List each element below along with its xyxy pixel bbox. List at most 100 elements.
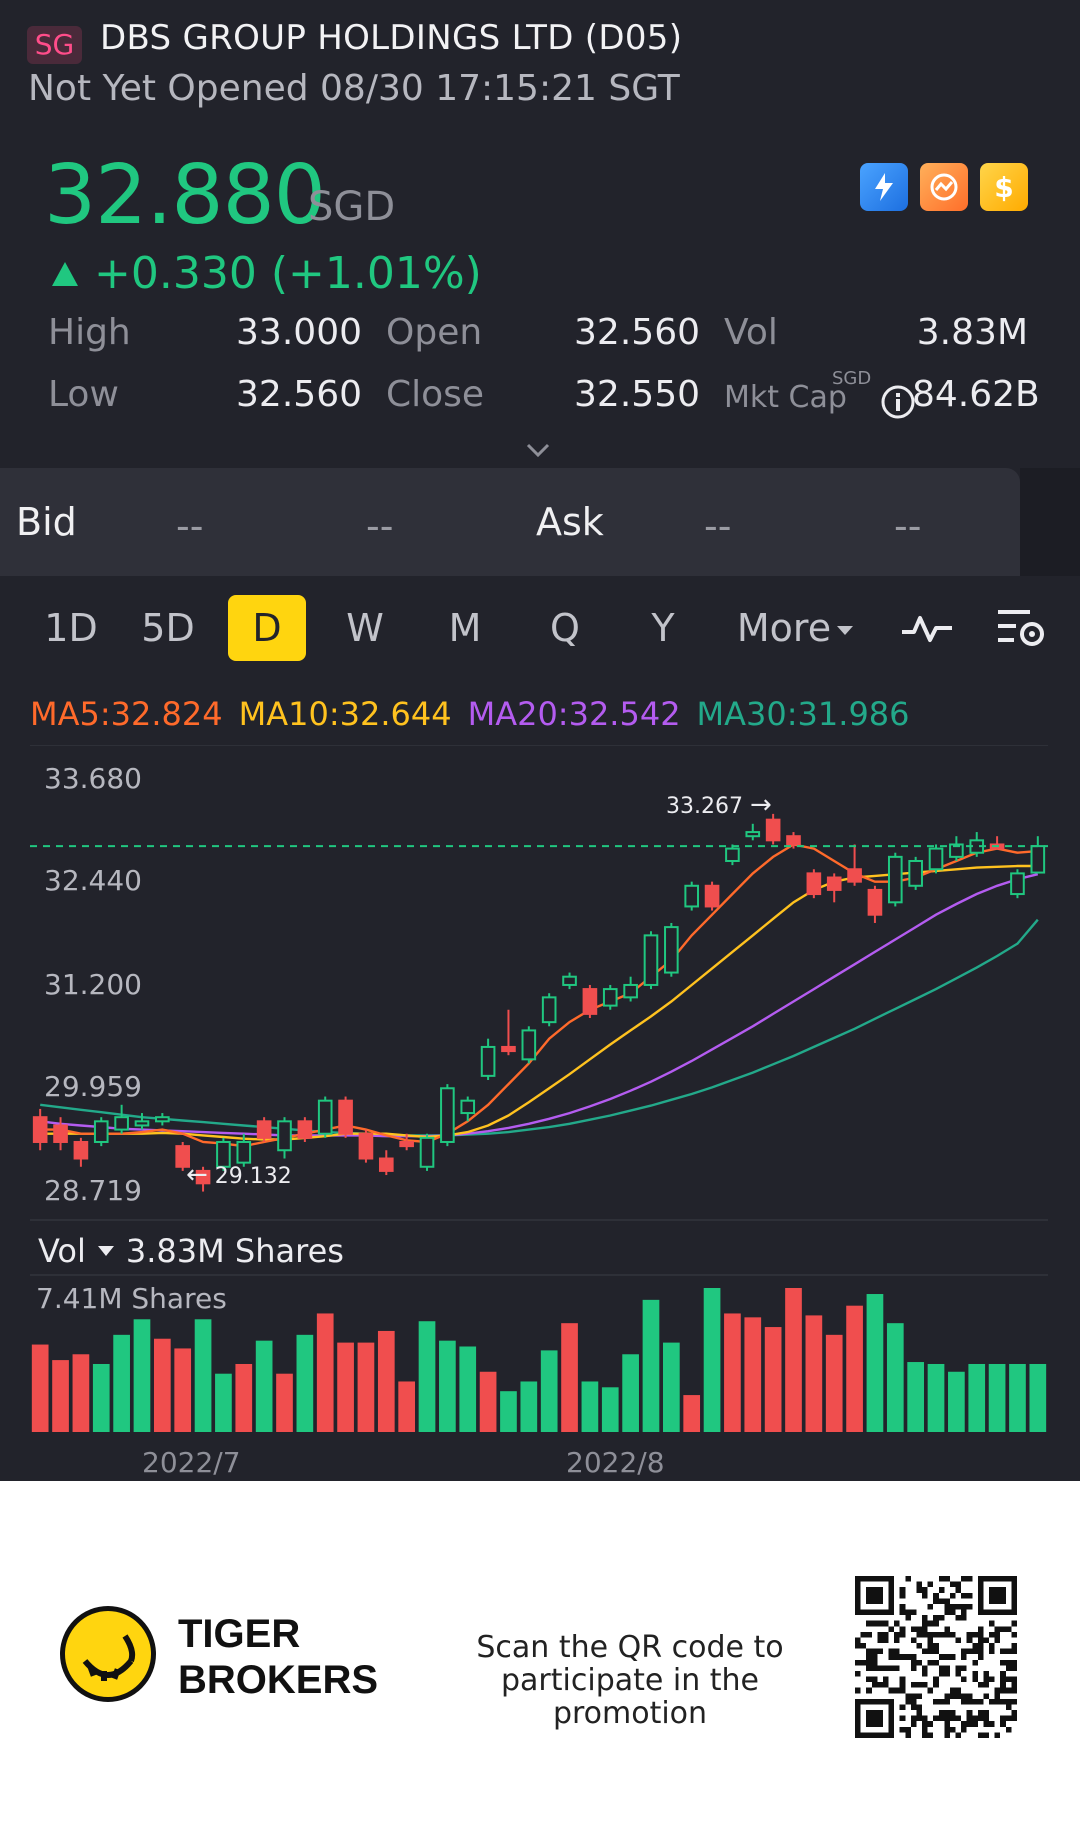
bid-price: -- <box>176 504 204 548</box>
qr-module <box>1005 1715 1012 1722</box>
qr-module <box>927 1659 934 1666</box>
stock-name[interactable]: DBS GROUP HOLDINGS LTD (D05) <box>100 18 683 58</box>
qr-module <box>955 1693 962 1699</box>
volume-bar <box>846 1305 863 1432</box>
bid-ask-bar[interactable]: Bid -- -- Ask -- -- <box>0 468 1020 576</box>
qr-module <box>933 1648 939 1655</box>
volume-selector[interactable]: Vol 3.83M Shares <box>38 1232 344 1270</box>
qr-module <box>955 1665 962 1671</box>
qr-module <box>922 1587 928 1593</box>
candle <box>786 835 801 846</box>
tab-week[interactable]: W <box>346 606 384 650</box>
qr-module <box>938 1665 945 1671</box>
qr-module <box>944 1721 950 1727</box>
arrow-right-icon: → <box>749 790 772 820</box>
x-label-aug: 2022/8 <box>566 1446 665 1479</box>
open-value: 32.560 <box>574 312 700 353</box>
qr-module <box>983 1732 990 1738</box>
qr-module <box>972 1698 978 1705</box>
qr-module <box>910 1626 917 1632</box>
qr-module <box>871 1659 878 1666</box>
qr-module <box>899 1687 906 1694</box>
tab-year[interactable]: Y <box>651 606 675 650</box>
volume-bar <box>988 1363 1006 1432</box>
volume-max-label: 7.41M Shares <box>36 1282 227 1315</box>
qr-module <box>1000 1648 1006 1655</box>
qr-module <box>860 1643 867 1649</box>
qr-module <box>894 1654 900 1660</box>
qr-module <box>927 1732 934 1738</box>
qr-module <box>1000 1659 1006 1666</box>
candle <box>623 983 638 999</box>
volume-bar <box>31 1344 49 1432</box>
qr-module <box>1005 1648 1012 1655</box>
qr-module <box>1011 1687 1017 1694</box>
candle <box>317 1099 333 1135</box>
info-icon[interactable] <box>880 384 916 420</box>
qr-module <box>972 1676 978 1683</box>
qr-module <box>894 1620 900 1627</box>
brand-line-2: BROKERS <box>178 1658 379 1702</box>
qr-module <box>905 1609 911 1616</box>
qr-module <box>866 1587 883 1604</box>
qr-module <box>955 1603 962 1610</box>
qr-module <box>961 1603 967 1610</box>
qr-module <box>966 1592 973 1599</box>
volume-bar <box>642 1299 660 1432</box>
qr-module <box>927 1620 934 1627</box>
qr-module <box>944 1710 950 1716</box>
qr-module <box>910 1693 917 1699</box>
tab-1d[interactable]: 1D <box>44 606 98 650</box>
qr-module <box>989 1587 1006 1604</box>
qr-module <box>977 1631 984 1638</box>
qr-module <box>894 1631 900 1638</box>
qr-module <box>927 1648 934 1655</box>
candle <box>419 1136 435 1168</box>
qr-module <box>933 1643 939 1649</box>
tab-quarter[interactable]: Q <box>550 606 580 650</box>
volume-bar <box>92 1363 110 1432</box>
dollar-icon[interactable]: $ <box>980 163 1028 211</box>
trade-icon[interactable] <box>920 163 968 211</box>
qr-module <box>933 1676 939 1683</box>
volume-bar <box>479 1371 497 1432</box>
qr-module <box>994 1698 1001 1705</box>
candle <box>277 1120 292 1152</box>
lightning-icon[interactable] <box>860 163 908 211</box>
ask-size: -- <box>894 504 922 548</box>
qr-module <box>1005 1687 1012 1694</box>
qr-module <box>922 1648 928 1655</box>
qr-module <box>1000 1687 1006 1694</box>
price-chart[interactable] <box>0 745 1080 1475</box>
qr-module <box>949 1654 956 1660</box>
volume-bar <box>459 1346 477 1432</box>
candle <box>195 1169 211 1185</box>
qr-module <box>944 1626 950 1632</box>
indicator-icon[interactable] <box>900 608 954 648</box>
qr-code[interactable] <box>855 1576 1017 1738</box>
qr-module <box>888 1654 895 1660</box>
qr-module <box>961 1615 967 1621</box>
chart-settings-icon[interactable] <box>996 604 1046 652</box>
qr-module <box>916 1581 923 1588</box>
volume-bar <box>215 1373 232 1432</box>
qr-module <box>955 1581 962 1588</box>
qr-module <box>972 1648 978 1655</box>
qr-module <box>933 1698 939 1705</box>
qr-module <box>955 1587 962 1593</box>
qr-module <box>894 1637 900 1644</box>
tab-month[interactable]: M <box>448 606 482 650</box>
tab-more[interactable]: More <box>730 595 860 661</box>
y-label-5: 28.719 <box>44 1174 142 1207</box>
qr-module <box>871 1676 878 1683</box>
tab-5d[interactable]: 5D <box>141 606 195 650</box>
candle <box>949 843 964 858</box>
chevron-down-icon[interactable] <box>524 436 552 464</box>
qr-module <box>977 1654 984 1660</box>
tab-day[interactable]: D <box>228 595 306 661</box>
qr-module <box>927 1643 934 1649</box>
ma5-line <box>40 843 1038 1148</box>
qr-module <box>933 1592 939 1599</box>
qr-module <box>944 1670 950 1677</box>
qr-module <box>866 1710 883 1727</box>
